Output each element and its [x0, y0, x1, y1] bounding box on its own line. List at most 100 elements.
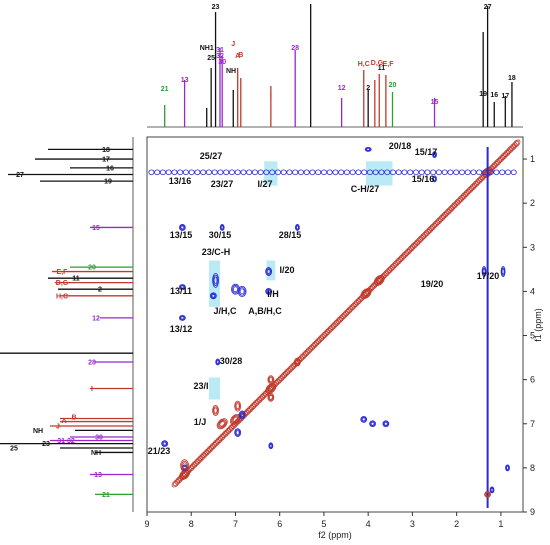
row-27-peak	[361, 169, 368, 176]
cross-peak-contour	[505, 465, 510, 471]
row-27-peak	[223, 169, 230, 176]
top-projection-label: 12	[338, 85, 346, 92]
diagonal-peak	[363, 290, 369, 297]
cross-peak-contour	[265, 288, 273, 295]
cross-peak-contour	[266, 289, 271, 294]
x-tick-label: 1	[498, 519, 503, 529]
cross-peak-contour	[220, 225, 224, 230]
row-27-peak	[412, 169, 419, 176]
cross-peak-contour	[269, 443, 273, 448]
top-projection-label: 17	[501, 93, 509, 100]
diagonal-peak	[361, 289, 371, 299]
red-cross-contour	[268, 393, 274, 401]
top-projection-label: H,C	[358, 61, 370, 68]
cross-peak-label: A,B/H,C	[248, 306, 282, 316]
red-cross-contour	[268, 394, 273, 400]
left-projection-label: E,F	[57, 269, 69, 276]
top-projection-label: 19	[479, 91, 487, 98]
cross-peak-contour	[500, 266, 506, 277]
row-27-peak	[430, 169, 437, 176]
cross-peak-contour	[295, 224, 300, 231]
diagonal-peak	[376, 277, 382, 284]
row-27-peak	[372, 169, 379, 176]
cross-peak-contour	[178, 284, 186, 290]
top-projection-label: NH1	[200, 45, 214, 52]
row-27-peak	[401, 169, 408, 176]
red-cross-contour	[295, 359, 300, 365]
x-tick-label: 7	[233, 519, 238, 529]
left-projection-label: 12	[92, 315, 100, 322]
red-cross-contour	[268, 377, 273, 383]
row-27-peak	[447, 169, 454, 176]
cross-peak-label: 13/11	[170, 286, 192, 296]
top-projection-label: 16	[490, 92, 498, 99]
cross-peak-contour	[506, 465, 509, 470]
row-27-peak	[171, 169, 178, 176]
red-cross-contour	[484, 491, 491, 498]
cross-peak-contour	[432, 175, 437, 183]
cross-peak-contour	[268, 443, 273, 449]
row-27-peak	[269, 169, 276, 176]
cross-peak-contour	[501, 267, 505, 276]
left-projection-label: 2	[98, 287, 102, 294]
cross-peak-contour	[210, 293, 217, 299]
cross-peak-contour	[481, 266, 487, 277]
diagonal-peak	[362, 290, 370, 298]
diagonal-peak	[179, 469, 191, 480]
diagonal-peak	[171, 479, 180, 488]
cross-peak-contour	[490, 488, 494, 492]
row-27-peak	[407, 169, 414, 176]
row-27-peak	[148, 169, 155, 176]
top-projection-label: 11	[378, 65, 386, 72]
highlight-box	[264, 161, 278, 186]
x-tick-label: 8	[189, 519, 194, 529]
row-27-peak	[286, 169, 293, 176]
row-27-peak	[435, 169, 442, 176]
row-27-peak	[464, 169, 471, 176]
top-projection-label: 25	[207, 55, 215, 62]
top-projection-label: D,G	[371, 60, 384, 67]
row-27-peak	[326, 169, 333, 176]
diagonal-peak	[217, 419, 227, 429]
row-27-peak	[205, 169, 212, 176]
diagonal-peak	[374, 275, 384, 285]
left-projection-label: 17	[102, 157, 110, 164]
row-27-peak	[309, 169, 316, 176]
row-27-peak	[453, 169, 460, 176]
diagonal-peak	[268, 385, 274, 392]
row-27-peak	[315, 169, 322, 176]
row-27-peak	[458, 169, 465, 176]
cross-peak-label: J/H,C	[213, 306, 237, 316]
cross-peak-contour	[364, 146, 372, 152]
diagonal-peak	[180, 469, 190, 480]
cross-peak-contour	[265, 267, 273, 276]
top-projection-label: I	[270, 93, 272, 100]
row-27-peak	[470, 169, 477, 176]
top-projection-label: 27	[484, 4, 492, 11]
row-27-peak	[332, 169, 339, 176]
y-tick-label: 7	[530, 419, 535, 429]
diagonal-peak	[265, 382, 277, 394]
row-27-peak	[493, 169, 500, 176]
top-projection-label: 2	[366, 85, 370, 92]
cross-peak-contour	[366, 147, 371, 151]
cross-peak-contour	[295, 225, 299, 230]
left-projection-label: I	[91, 386, 93, 393]
row-27-peak	[487, 169, 494, 176]
left-projection-label: 25	[10, 446, 18, 453]
cross-peak-label: 13/15	[170, 230, 193, 240]
cross-peak-label: 13/16	[169, 176, 192, 186]
row-27-peak	[303, 169, 310, 176]
x-axis-label: f2 (ppm)	[318, 530, 352, 540]
left-projection-label: J	[56, 423, 60, 430]
red-cross-contour	[268, 376, 274, 384]
y-tick-label: 9	[530, 507, 535, 517]
cross-peak-label: 23/C-H	[202, 247, 231, 257]
cross-peak-contour	[238, 410, 246, 420]
left-projection-label: 31 32	[57, 438, 75, 445]
cross-peak-contour	[369, 421, 376, 427]
cross-peak-contour	[180, 225, 185, 230]
left-projection-label: 27	[16, 172, 24, 179]
cross-peak-contour	[490, 487, 494, 493]
red-cross-contour	[180, 459, 190, 473]
